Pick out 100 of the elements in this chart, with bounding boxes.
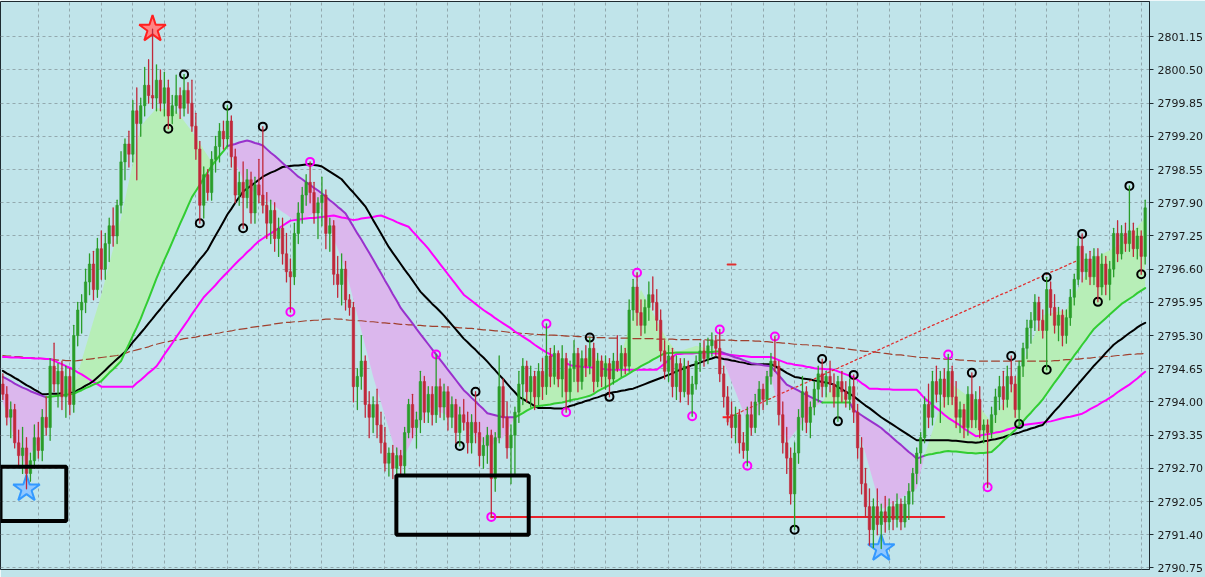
y-tick-label: 2799.85 bbox=[1157, 97, 1203, 111]
point bbox=[714, 324, 725, 335]
candlestick bbox=[340, 253, 344, 306]
candlestick bbox=[875, 488, 879, 536]
candlestick bbox=[824, 370, 828, 398]
point bbox=[584, 332, 595, 343]
point bbox=[1041, 364, 1052, 375]
candlestick bbox=[942, 368, 946, 408]
candlestick bbox=[371, 396, 375, 434]
candlestick bbox=[438, 378, 442, 418]
candlestick bbox=[154, 64, 158, 112]
candlestick bbox=[470, 414, 474, 454]
candlestick bbox=[395, 447, 399, 475]
y-tick-label: 2797.90 bbox=[1157, 196, 1203, 210]
candlestick bbox=[891, 500, 895, 531]
candlestick bbox=[1116, 219, 1120, 263]
candlestick bbox=[52, 342, 56, 393]
point bbox=[604, 391, 615, 402]
candlestick bbox=[147, 59, 151, 104]
candlestick bbox=[1135, 227, 1139, 260]
candlestick bbox=[21, 426, 25, 475]
y-tick-label: 2791.40 bbox=[1157, 528, 1203, 542]
candlestick bbox=[848, 378, 852, 411]
candlestick bbox=[466, 411, 470, 454]
candlestick bbox=[178, 87, 182, 120]
candlestick bbox=[111, 207, 115, 247]
point bbox=[742, 460, 753, 471]
candlestick bbox=[761, 383, 765, 411]
candlestick bbox=[158, 69, 162, 112]
candlestick bbox=[674, 355, 678, 401]
candlestick bbox=[284, 232, 288, 283]
candlestick bbox=[580, 350, 584, 390]
candlestick bbox=[162, 71, 166, 117]
candlestick bbox=[99, 230, 103, 281]
point bbox=[848, 369, 859, 380]
y-tick-label: 2790.75 bbox=[1157, 561, 1203, 575]
point bbox=[194, 218, 205, 229]
candlestick bbox=[552, 345, 556, 385]
candlestick bbox=[927, 383, 931, 429]
candlestick bbox=[1056, 306, 1061, 342]
candlestick bbox=[1084, 253, 1088, 281]
candlestick bbox=[426, 385, 430, 424]
y-tick-label: 2795.30 bbox=[1157, 329, 1203, 343]
y-tick-label: 2795.95 bbox=[1157, 296, 1203, 310]
candlestick bbox=[887, 498, 891, 531]
candlestick bbox=[241, 161, 245, 229]
candlestick bbox=[411, 393, 415, 439]
candlestick bbox=[430, 385, 434, 426]
candlestick bbox=[938, 370, 942, 424]
candlestick bbox=[217, 122, 222, 163]
point bbox=[966, 367, 977, 378]
candlestick bbox=[269, 199, 273, 245]
point bbox=[561, 407, 572, 418]
point bbox=[1077, 228, 1088, 239]
candlestick bbox=[533, 370, 537, 411]
point bbox=[470, 386, 481, 397]
candlestick bbox=[182, 73, 186, 117]
candlestick bbox=[1104, 255, 1108, 296]
candlestick bbox=[836, 375, 840, 423]
candlestick bbox=[481, 437, 485, 470]
y-tick-label: 2797.25 bbox=[1157, 229, 1203, 243]
y-tick-label: 2793.35 bbox=[1157, 429, 1203, 443]
candlestick bbox=[560, 345, 564, 398]
point bbox=[138, 14, 167, 42]
point bbox=[1124, 180, 1135, 191]
candlestick bbox=[883, 495, 887, 533]
candlestick bbox=[604, 355, 608, 390]
candlestick bbox=[44, 396, 48, 436]
candlestick bbox=[36, 421, 40, 459]
candlestick bbox=[540, 357, 545, 401]
candlestick bbox=[1131, 222, 1135, 258]
candlestick bbox=[820, 358, 824, 398]
candlestick bbox=[749, 401, 753, 436]
point bbox=[632, 267, 643, 278]
candlestick bbox=[1060, 309, 1064, 347]
point bbox=[179, 69, 190, 80]
candlestick bbox=[1123, 222, 1127, 252]
point bbox=[1136, 269, 1147, 280]
y-tick-label: 2796.60 bbox=[1157, 263, 1203, 277]
candlestick bbox=[588, 336, 592, 375]
point bbox=[832, 416, 843, 427]
point bbox=[486, 511, 497, 522]
candlestick bbox=[871, 498, 875, 549]
candlestick bbox=[387, 447, 391, 477]
candlestick bbox=[619, 345, 623, 378]
candlestick bbox=[879, 503, 883, 550]
candlestick bbox=[1100, 253, 1104, 296]
candlestick bbox=[997, 375, 1001, 411]
candlestick bbox=[265, 191, 269, 240]
candlestick bbox=[135, 87, 139, 181]
candlestick bbox=[702, 340, 706, 367]
candlestick bbox=[64, 365, 68, 418]
point bbox=[943, 349, 954, 360]
candlestick bbox=[221, 120, 225, 150]
candlestick bbox=[958, 401, 962, 434]
candlestick bbox=[899, 498, 903, 531]
candlestick bbox=[151, 28, 155, 109]
candlestick bbox=[982, 419, 986, 444]
point bbox=[1041, 272, 1052, 283]
point bbox=[163, 123, 174, 134]
